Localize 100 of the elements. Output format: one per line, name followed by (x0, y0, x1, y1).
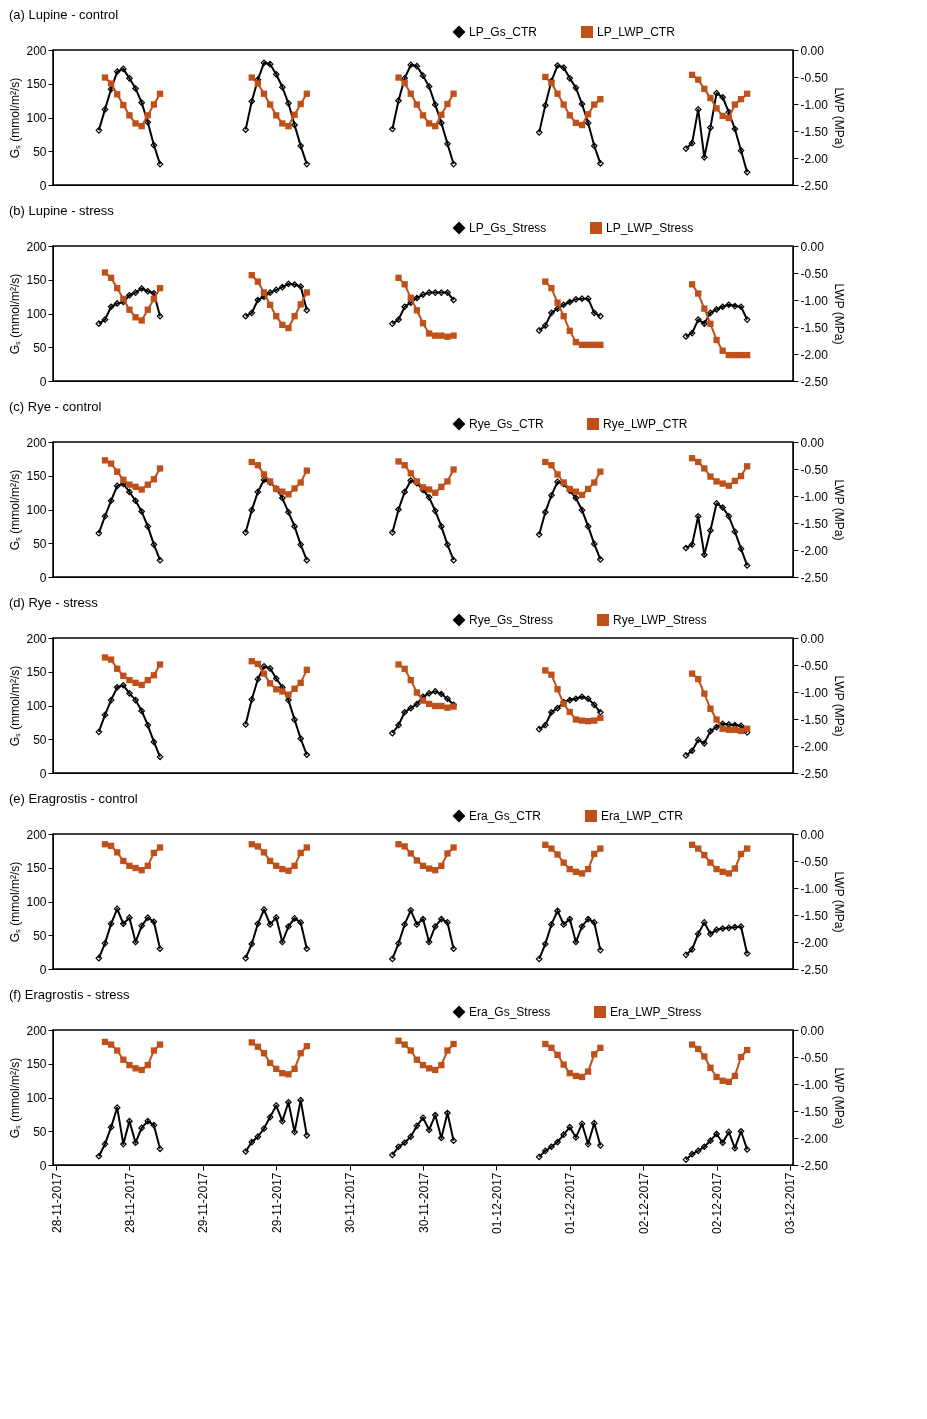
y-tick-label: 100 (26, 699, 47, 713)
y2-axis-title: LWP (MPa) (831, 87, 846, 149)
y-tick-label: 200 (26, 631, 47, 646)
y-axis-title: Gₛ (mmol/m²/s) (8, 469, 23, 551)
y-tick-label: 0 (39, 962, 47, 977)
x-tick-label: 02-12-2017 (710, 1172, 725, 1234)
y-tick-label: 200 (26, 435, 47, 450)
y2-tick-label: -2.50 (800, 374, 829, 389)
y-tick-label: 100 (26, 503, 47, 517)
y2-tick-label: -1.50 (800, 516, 829, 531)
y-axis-title: Gₛ (mmol/m²/s) (8, 273, 23, 355)
legend-label: Rye_LWP_CTR (603, 417, 688, 431)
y2-tick-label: -2.50 (800, 962, 829, 977)
y2-tick-label: -1.00 (800, 881, 829, 896)
legend-label: Rye_LWP_Stress (613, 613, 707, 627)
y-tick-label: 50 (33, 536, 47, 551)
y2-tick-label: 0.00 (800, 43, 825, 58)
y-tick-label: 0 (39, 766, 47, 781)
legend-label: LP_Gs_Stress (469, 221, 547, 235)
y2-axis-title: LWP (MPa) (831, 283, 846, 345)
y-tick-label: 0 (39, 1158, 47, 1173)
y2-tick-label: 0.00 (800, 827, 825, 842)
y2-axis-title: LWP (MPa) (831, 871, 846, 933)
y-tick-label: 100 (26, 895, 47, 909)
x-tick-label: 01-12-2017 (563, 1172, 578, 1234)
y2-tick-label: -1.50 (800, 712, 829, 727)
y2-tick-label: 0.00 (800, 435, 825, 450)
legend-label: Era_Gs_Stress (469, 1005, 551, 1019)
y2-axis-title: LWP (MPa) (831, 675, 846, 737)
y2-tick-label: -0.50 (800, 658, 829, 673)
x-tick-label: 02-12-2017 (636, 1172, 651, 1234)
y2-tick-label: -2.00 (800, 151, 829, 166)
y2-tick-label: -1.00 (800, 97, 829, 112)
y2-tick-label: -1.00 (800, 293, 829, 308)
y2-tick-label: -2.00 (800, 1131, 829, 1146)
y2-tick-label: -2.00 (800, 935, 829, 950)
y-axis-title: Gₛ (mmol/m²/s) (8, 77, 23, 159)
legend-label: Era_Gs_CTR (469, 809, 542, 823)
x-tick-label: 28-11-2017 (122, 1172, 137, 1233)
y2-tick-label: -1.50 (800, 124, 829, 139)
y-tick-label: 50 (33, 1124, 47, 1139)
legend-label: Rye_Gs_Stress (469, 613, 554, 627)
legend-label: LP_LWP_CTR (597, 25, 676, 39)
y2-tick-label: 0.00 (800, 1023, 825, 1038)
y-tick-label: 50 (33, 928, 47, 943)
y2-tick-label: -1.00 (800, 685, 829, 700)
y-tick-label: 0 (39, 374, 47, 389)
chart-title: (f) Eragrostis - stress (8, 987, 131, 1002)
y2-tick-label: 0.00 (800, 239, 825, 254)
legend-label: LP_LWP_Stress (606, 221, 694, 235)
y2-tick-label: 0.00 (800, 631, 825, 646)
y2-tick-label: -1.50 (800, 908, 829, 923)
y2-tick-label: -2.00 (800, 739, 829, 754)
y-tick-label: 100 (26, 111, 47, 125)
y-tick-label: 200 (26, 239, 47, 254)
chart-title: (d) Rye - stress (8, 595, 99, 610)
y-tick-label: 100 (26, 307, 47, 321)
y2-tick-label: -0.50 (800, 462, 829, 477)
chart-title: (c) Rye - control (8, 399, 102, 414)
x-tick-label: 29-11-2017 (269, 1172, 284, 1233)
y-tick-label: 0 (39, 570, 47, 585)
y-tick-label: 150 (26, 1057, 47, 1072)
x-tick-label: 30-11-2017 (343, 1172, 358, 1233)
y-tick-label: 50 (33, 340, 47, 355)
y2-tick-label: -1.00 (800, 1077, 829, 1092)
y-tick-label: 150 (26, 273, 47, 288)
y2-tick-label: -1.50 (800, 1104, 829, 1119)
y-tick-label: 150 (26, 861, 47, 876)
y-tick-label: 0 (39, 178, 47, 193)
y2-tick-label: -0.50 (800, 854, 829, 869)
y-tick-label: 150 (26, 77, 47, 92)
y-axis-title: Gₛ (mmol/m²/s) (8, 1057, 23, 1139)
y2-tick-label: -2.50 (800, 178, 829, 193)
legend-label: Rye_Gs_CTR (469, 417, 545, 431)
y2-axis-title: LWP (MPa) (831, 1067, 846, 1129)
x-tick-label: 30-11-2017 (416, 1172, 431, 1233)
chart-title: (a) Lupine - control (8, 7, 119, 22)
y-tick-label: 50 (33, 732, 47, 747)
y2-tick-label: -2.50 (800, 766, 829, 781)
x-tick-label: 28-11-2017 (49, 1172, 64, 1233)
y-tick-label: 100 (26, 1091, 47, 1105)
y2-tick-label: -2.50 (800, 1158, 829, 1173)
y2-axis-title: LWP (MPa) (831, 479, 846, 541)
y2-tick-label: -2.00 (800, 347, 829, 362)
y2-tick-label: -1.50 (800, 320, 829, 335)
legend-label: Era_LWP_Stress (610, 1005, 702, 1019)
y2-tick-label: -0.50 (800, 1050, 829, 1065)
y2-tick-label: -1.00 (800, 489, 829, 504)
chart-title: (b) Lupine - stress (8, 203, 115, 218)
chart-title: (e) Eragrostis - control (8, 791, 138, 806)
y-tick-label: 150 (26, 469, 47, 484)
y-tick-label: 200 (26, 1023, 47, 1038)
y2-tick-label: -0.50 (800, 70, 829, 85)
y-tick-label: 200 (26, 827, 47, 842)
y-axis-title: Gₛ (mmol/m²/s) (8, 861, 23, 943)
y2-tick-label: -2.50 (800, 570, 829, 585)
y-tick-label: 200 (26, 43, 47, 58)
y-axis-title: Gₛ (mmol/m²/s) (8, 665, 23, 747)
y-tick-label: 150 (26, 665, 47, 680)
y2-tick-label: -0.50 (800, 266, 829, 281)
